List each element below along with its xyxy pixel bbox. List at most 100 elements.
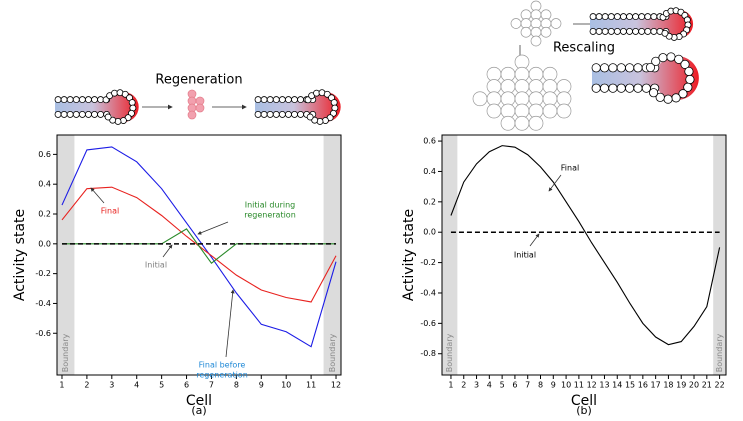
series-line [61, 146, 337, 348]
cell [607, 27, 615, 35]
x-tick-label: 16 [638, 381, 648, 390]
cell [530, 35, 542, 47]
x-tick-label: 2 [461, 381, 466, 390]
cell [486, 103, 502, 119]
annotation-arrow [225, 289, 235, 358]
cell [97, 110, 105, 118]
y-tick-label: 0.0 [423, 228, 436, 237]
cell [616, 83, 626, 93]
plot-frame [56, 134, 342, 376]
y-tick-label: -0.4 [35, 299, 51, 308]
cell [601, 13, 609, 21]
panel-label: (b) [576, 404, 592, 417]
x-tick-label: 15 [625, 381, 635, 390]
annotation-arrow [529, 233, 540, 247]
boundary-label: Boundary [61, 333, 70, 372]
cell [595, 27, 603, 35]
cell [674, 54, 684, 64]
x-axis-label: Cell [186, 393, 212, 409]
annotation: Initial during [245, 201, 296, 210]
cell [591, 63, 601, 73]
x-tick-label: 10 [561, 381, 571, 390]
cell [540, 26, 552, 38]
chart-title: Regeneration [155, 73, 242, 88]
boundary-band [442, 135, 458, 375]
cell [85, 110, 92, 118]
y-tick-label: -0.4 [420, 288, 436, 297]
y-tick-label: -0.8 [420, 349, 436, 358]
x-tick-label: 1 [448, 381, 453, 390]
y-tick-label: 0.4 [38, 180, 51, 189]
boundary-label: Boundary [328, 333, 337, 372]
cell [607, 13, 615, 21]
annotation: regeneration [244, 211, 296, 220]
boundary-band [713, 135, 726, 375]
cell [641, 83, 651, 93]
x-tick-label: 7 [525, 381, 530, 390]
cell [54, 110, 62, 118]
cell [638, 27, 646, 35]
annotation-arrow [197, 221, 229, 235]
cell [254, 96, 262, 104]
cell [625, 63, 635, 73]
cell [514, 115, 530, 131]
panel-label: (a) [191, 404, 206, 417]
x-tick-label: 4 [487, 381, 492, 390]
cell [266, 96, 274, 104]
x-tick-label: 9 [551, 381, 556, 390]
cell [685, 74, 695, 85]
cell [680, 59, 690, 69]
cell [54, 96, 62, 104]
cell [599, 83, 610, 93]
cell [500, 115, 516, 131]
cell [613, 27, 621, 35]
cell [613, 13, 621, 21]
cell [658, 53, 668, 63]
y-tick-label: -0.2 [35, 269, 51, 278]
cell [644, 13, 652, 21]
x-tick-label: 2 [84, 381, 89, 390]
cell [661, 29, 669, 37]
y-tick-label: 0.6 [38, 150, 51, 159]
cell [633, 63, 643, 73]
cell [66, 110, 74, 118]
y-tick-label: -0.2 [420, 258, 436, 267]
cell [60, 96, 68, 104]
x-tick-label: 6 [512, 381, 517, 390]
cell [683, 82, 693, 92]
x-tick-label: 8 [234, 381, 239, 390]
x-tick-label: 14 [612, 381, 622, 390]
y-tick-label: 0.0 [38, 239, 51, 248]
x-tick-label: 4 [134, 381, 139, 390]
x-tick-label: 20 [689, 381, 699, 390]
cell [601, 27, 609, 35]
annotation-arrow [90, 187, 105, 204]
cell [638, 13, 646, 21]
cell [472, 91, 488, 107]
annotation-arrow [162, 244, 173, 258]
cell [284, 110, 292, 118]
y-tick-label: 0.6 [423, 137, 436, 146]
cell [671, 93, 681, 103]
x-tick-label: 10 [281, 381, 291, 390]
y-axis-label: Activity state [401, 209, 417, 301]
cell [620, 27, 627, 35]
cell [278, 96, 286, 104]
x-tick-label: 9 [259, 381, 264, 390]
y-tick-label: 0.2 [38, 210, 51, 219]
annotation: regeneration [196, 371, 248, 380]
x-tick-label: 19 [676, 381, 686, 390]
cell [633, 83, 643, 93]
cell [78, 96, 86, 104]
cell [291, 110, 298, 118]
cell [78, 110, 86, 118]
cell [644, 27, 652, 35]
cell [550, 18, 562, 29]
cell [260, 96, 268, 104]
cell [650, 27, 658, 35]
x-tick-label: 5 [159, 381, 164, 390]
cell [195, 103, 205, 113]
annotation-arrow [548, 174, 562, 192]
cell [91, 96, 98, 104]
